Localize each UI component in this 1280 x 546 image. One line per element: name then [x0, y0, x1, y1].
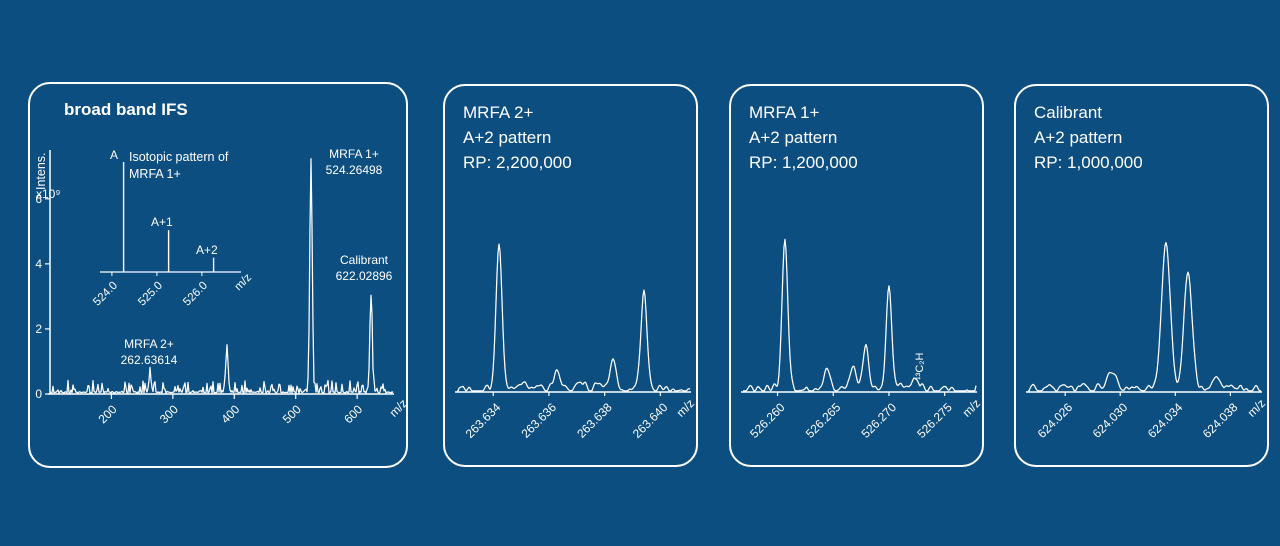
x-tick-label: 200: [95, 402, 119, 426]
x-tick-label: 263.636: [518, 400, 559, 441]
broadband-spectrum-plot: 200 300 400 500 600 m/z 0 2 4 6 524.0 525.0 526.0 m/z: [35, 150, 411, 426]
x-tick-label: 263.640: [630, 400, 671, 441]
peak-mass: 262.63614: [120, 353, 178, 367]
mrfa1-spectrum-plot: 526.260 526.265 526.270 526.275 m/z: [741, 238, 984, 441]
inset-x-tick-label: 526.0: [181, 280, 210, 309]
peak-mass: 524.26498: [325, 163, 383, 177]
inset-peak-label-a2: A+2: [196, 243, 218, 257]
panel-header: MRFA 1+ A+2 pattern RP: 1,200,000: [749, 100, 858, 175]
x-tick-label: 263.634: [463, 400, 504, 441]
peak-label-calibrant: Calibrant 622.02896: [324, 252, 404, 284]
panel-header: MRFA 2+ A+2 pattern RP: 2,200,000: [463, 100, 572, 175]
header-title: Calibrant: [1034, 103, 1103, 122]
spectrum-trace: [1028, 241, 1261, 392]
header-subtitle: A+2 pattern: [1034, 128, 1123, 147]
spectrum-trace: [457, 243, 691, 392]
inset-x-tick-label: 525.0: [136, 280, 165, 309]
isotope-annotation: ¹³C₂H: [914, 352, 926, 380]
inset-peak-label-a: A: [110, 148, 119, 162]
header-resolution: RP: 2,200,000: [463, 153, 572, 172]
x-tick-label: 526.260: [747, 400, 788, 441]
header-subtitle: A+2 pattern: [463, 128, 552, 147]
x-tick-label: 526.265: [803, 400, 844, 441]
x-axis-unit-label: m/z: [674, 396, 698, 420]
inset-peak-label-a1: A+1: [151, 215, 173, 229]
header-title: MRFA 1+: [749, 103, 820, 122]
inset-annotation: Isotopic pattern of MRFA 1+: [129, 149, 228, 183]
x-tick-label: 526.270: [859, 400, 900, 441]
spectrum-trace: [49, 158, 394, 394]
peak-name: MRFA 2+: [124, 337, 174, 351]
panel-mrfa-2plus: 263.634 263.636 263.638 263.640 m/z MRFA 2+ …: [443, 84, 698, 467]
header-resolution: RP: 1,000,000: [1034, 153, 1143, 172]
peak-label-mrfa2plus: MRFA 2+ 262.63614: [99, 336, 199, 368]
y-tick-label: 4: [35, 257, 42, 271]
y-tick-label: 2: [35, 322, 42, 336]
x-tick-label: 600: [341, 402, 365, 426]
x-tick-label: 624.030: [1090, 400, 1131, 441]
panel-mrfa-1plus: 526.260 526.265 526.270 526.275 m/z MRFA 1+ …: [729, 84, 984, 467]
panel-broadband-ifs: 200 300 400 500 600 m/z 0 2 4 6 524.0 525.0 526.0 m/z…: [28, 82, 411, 468]
x-tick-label: 300: [157, 402, 181, 426]
y-tick-label: 6: [35, 192, 42, 206]
x-tick-label: 624.034: [1145, 400, 1186, 441]
x-tick-label: 526.275: [914, 400, 955, 441]
panel-header: Calibrant A+2 pattern RP: 1,000,000: [1034, 100, 1143, 175]
x-tick-label: 624.026: [1035, 400, 1076, 441]
peak-name: Calibrant: [339, 253, 389, 267]
x-axis-unit-label: m/z: [1245, 396, 1269, 420]
x-tick-label: 400: [218, 402, 242, 426]
y-axis-multiplier: x10⁹: [36, 187, 61, 201]
panel-title: broad band IFS: [64, 100, 188, 119]
peak-label-mrfa1plus: MRFA 1+ 524.26498: [315, 146, 393, 178]
x-tick-label: 263.638: [574, 400, 615, 441]
inset-annotation-line2: MRFA 1+: [129, 167, 181, 181]
x-axis-unit-label: m/z: [387, 396, 411, 420]
header-subtitle: A+2 pattern: [749, 128, 838, 147]
peak-mass: 622.02896: [335, 269, 393, 283]
inset-annotation-line1: Isotopic pattern of: [129, 150, 229, 164]
header-resolution: RP: 1,200,000: [749, 153, 858, 172]
y-tick-label: 0: [35, 387, 42, 401]
spectrum-trace: [743, 238, 977, 392]
header-title: MRFA 2+: [463, 103, 534, 122]
x-axis-unit-label: m/z: [960, 396, 984, 420]
x-tick-label: 500: [280, 402, 304, 426]
inset-x-tick-label: 524.0: [91, 280, 120, 309]
panel-calibrant: 624.026 624.030 624.034 624.038 m/z Calibran…: [1014, 84, 1269, 467]
peak-name: MRFA 1+: [329, 147, 379, 161]
mrfa2-spectrum-plot: 263.634 263.636 263.638 263.640 m/z: [455, 243, 698, 441]
inset-x-axis-unit-label: m/z: [233, 271, 255, 293]
x-tick-label: 624.038: [1200, 400, 1241, 441]
calibrant-spectrum-plot: 624.026 624.030 624.034 624.038 m/z: [1026, 241, 1269, 441]
y-axis-title: Intens.: [34, 152, 48, 190]
